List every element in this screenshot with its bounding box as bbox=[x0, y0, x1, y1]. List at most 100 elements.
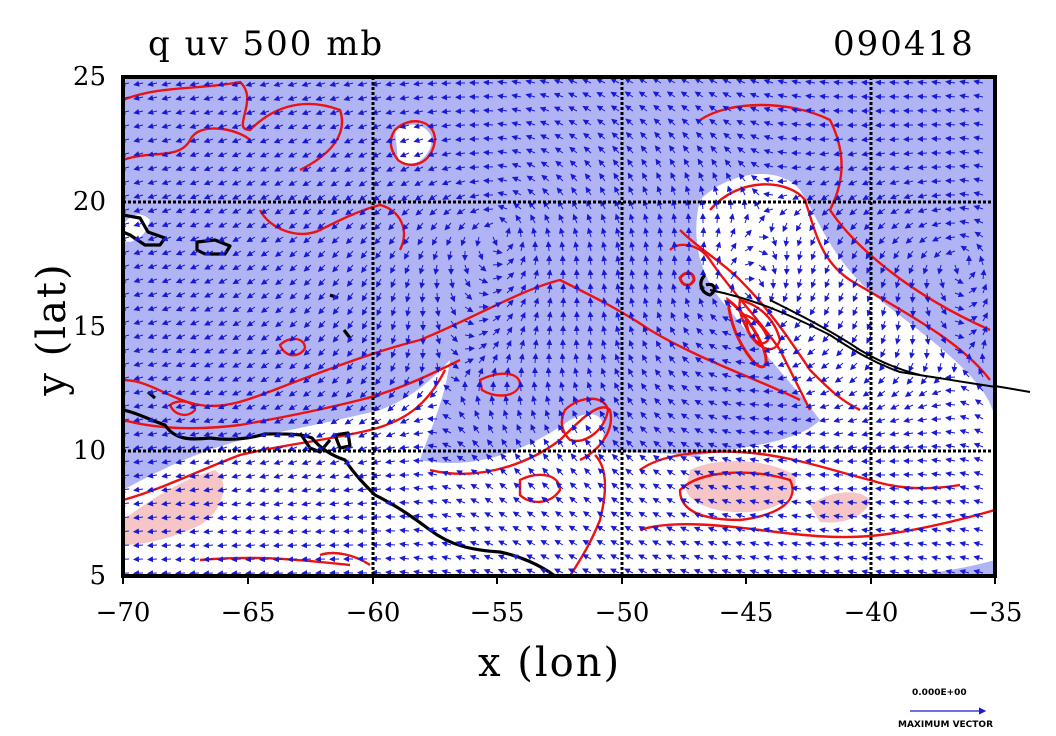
wind-vector bbox=[791, 93, 802, 100]
wind-vector bbox=[147, 137, 158, 143]
wind-vector bbox=[695, 131, 704, 140]
wind-vector bbox=[959, 191, 970, 198]
wind-vector bbox=[627, 158, 634, 168]
wind-vector bbox=[497, 93, 508, 100]
x-axis-label: x (lon) bbox=[478, 640, 622, 686]
wind-vector bbox=[945, 163, 956, 170]
wind-vector bbox=[203, 137, 214, 144]
y-tick-label: 5 bbox=[89, 561, 106, 591]
wind-vector bbox=[357, 95, 368, 101]
wind-vector bbox=[329, 109, 340, 116]
wind-vector bbox=[749, 120, 760, 127]
x-tick-label: −35 bbox=[967, 598, 1023, 628]
wind-vector bbox=[330, 180, 340, 187]
wind-vector bbox=[847, 93, 858, 100]
wind-vector bbox=[807, 208, 816, 216]
wind-vector bbox=[189, 109, 200, 115]
wind-vector bbox=[875, 150, 886, 157]
wind-vector bbox=[260, 208, 270, 214]
wind-vector bbox=[973, 163, 984, 170]
wind-vector bbox=[343, 81, 354, 87]
wind-vector bbox=[699, 199, 706, 210]
wind-vector bbox=[246, 208, 256, 214]
wind-vector bbox=[749, 92, 760, 99]
wind-vector bbox=[923, 278, 930, 289]
wind-vector bbox=[274, 194, 284, 200]
wind-vector bbox=[596, 119, 606, 126]
wind-vector bbox=[399, 458, 410, 465]
wind-vector bbox=[959, 163, 970, 170]
x-tick-label: −55 bbox=[469, 598, 525, 628]
wind-vector bbox=[553, 78, 564, 85]
wind-vector bbox=[712, 185, 719, 196]
wind-vector bbox=[875, 122, 886, 129]
wind-vector bbox=[819, 107, 830, 114]
wind-vector bbox=[847, 485, 858, 492]
wind-vector bbox=[889, 150, 900, 157]
wind-vector bbox=[483, 221, 494, 228]
wind-vector bbox=[917, 164, 928, 171]
wind-vector bbox=[231, 123, 242, 130]
wind-vector bbox=[246, 180, 256, 186]
wind-vector bbox=[777, 107, 788, 113]
wind-vector bbox=[386, 194, 396, 201]
wind-vector bbox=[917, 79, 928, 86]
wind-vector bbox=[710, 145, 718, 154]
wind-vector bbox=[455, 179, 466, 186]
wind-vector bbox=[217, 109, 228, 116]
wind-vector bbox=[189, 123, 200, 130]
wind-vector bbox=[175, 207, 186, 214]
wind-vector bbox=[161, 137, 172, 143]
wind-vector bbox=[876, 208, 886, 215]
wind-vector bbox=[413, 457, 424, 464]
wind-vector bbox=[530, 214, 536, 224]
wind-vector bbox=[189, 179, 200, 186]
wind-vector bbox=[203, 556, 214, 563]
wind-vector bbox=[469, 207, 480, 214]
wind-vector bbox=[329, 137, 340, 144]
wind-vector bbox=[722, 78, 732, 84]
wind-vector bbox=[777, 121, 788, 128]
wind-vector bbox=[511, 134, 522, 141]
wind-vector bbox=[161, 207, 172, 214]
wind-vector bbox=[959, 121, 970, 128]
wind-vector bbox=[642, 185, 649, 196]
wind-vector bbox=[245, 556, 256, 563]
wind-vector bbox=[217, 123, 228, 130]
wind-vector bbox=[386, 166, 396, 172]
wind-vector bbox=[681, 104, 690, 112]
wind-vector bbox=[203, 179, 214, 186]
wind-vector bbox=[427, 137, 438, 143]
wind-vector bbox=[302, 152, 312, 158]
wind-vector bbox=[483, 93, 494, 100]
wind-vector bbox=[640, 145, 648, 154]
wind-vector bbox=[231, 109, 242, 116]
wind-vector bbox=[441, 179, 452, 186]
wind-vector bbox=[515, 214, 522, 224]
wind-vector bbox=[959, 205, 970, 212]
wind-vector bbox=[189, 95, 200, 101]
wind-vector bbox=[344, 194, 354, 201]
wind-vector bbox=[749, 106, 760, 113]
wind-vector bbox=[945, 93, 956, 100]
wind-vector bbox=[511, 148, 522, 155]
wind-vector bbox=[973, 107, 984, 114]
wind-vector bbox=[833, 165, 844, 172]
wind-vector bbox=[582, 119, 592, 126]
wind-vector bbox=[763, 92, 774, 99]
wind-vector bbox=[273, 109, 284, 116]
wind-vector bbox=[833, 93, 844, 100]
wind-vector bbox=[959, 135, 970, 142]
wind-vector bbox=[903, 471, 914, 478]
wind-vector bbox=[805, 121, 816, 128]
wind-vector bbox=[931, 206, 942, 213]
wind-vector bbox=[889, 79, 900, 86]
wind-vector bbox=[777, 93, 788, 99]
wind-vector bbox=[833, 485, 844, 492]
wind-vector bbox=[161, 151, 172, 158]
wind-vector bbox=[497, 163, 508, 170]
wind-vector bbox=[737, 146, 746, 154]
wind-vector bbox=[203, 221, 214, 228]
wind-vector bbox=[641, 158, 648, 168]
